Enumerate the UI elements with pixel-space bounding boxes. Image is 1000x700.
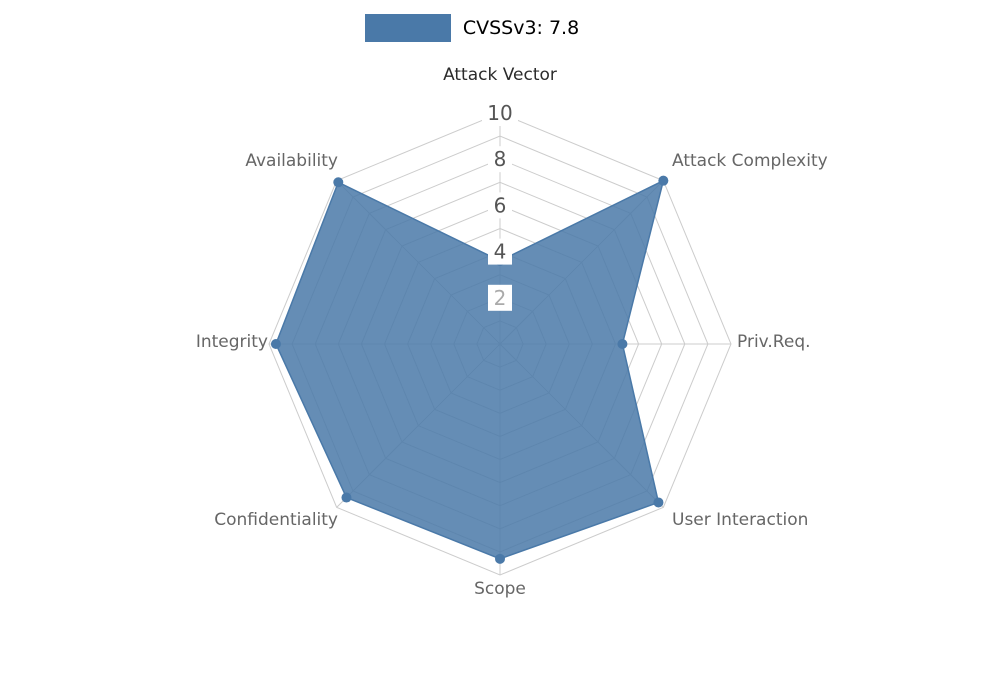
- tick-box: [488, 192, 512, 219]
- legend-swatch[interactable]: [364, 14, 451, 42]
- data-point[interactable]: [333, 177, 344, 188]
- data-point[interactable]: [617, 339, 628, 349]
- axis-label-user-interaction: User Interaction: [672, 510, 808, 530]
- tick-box: [488, 146, 512, 173]
- data-point[interactable]: [495, 553, 505, 564]
- tick-label: 8: [494, 147, 507, 171]
- data-point[interactable]: [653, 497, 664, 508]
- tick-label: 10: [487, 101, 512, 125]
- tick-label: 6: [494, 193, 507, 217]
- axis-label-priv-req: Priv.Req.: [737, 332, 811, 352]
- data-point[interactable]: [341, 492, 352, 503]
- tick-box: [482, 100, 518, 126]
- tick-label: 2: [494, 286, 507, 310]
- axis-label-scope: Scope: [474, 579, 526, 599]
- tick-label: 4: [494, 240, 507, 264]
- data-point[interactable]: [270, 339, 281, 349]
- legend[interactable]: CVSSv3: 7.8: [0, 14, 972, 42]
- axis-label-confidentiality: Confidentiality: [214, 510, 338, 530]
- axis-label-attack-vector: Attack Vector: [443, 65, 557, 85]
- tick-box: [488, 238, 512, 265]
- tick-box: [488, 284, 512, 311]
- axis-label-integrity: Integrity: [196, 332, 268, 352]
- axis-label-attack-complexity: Attack Complexity: [672, 151, 828, 171]
- legend-label: CVSSv3: 7.8: [462, 17, 580, 39]
- data-point[interactable]: [658, 175, 669, 186]
- axis-label-availability: Availability: [245, 151, 338, 171]
